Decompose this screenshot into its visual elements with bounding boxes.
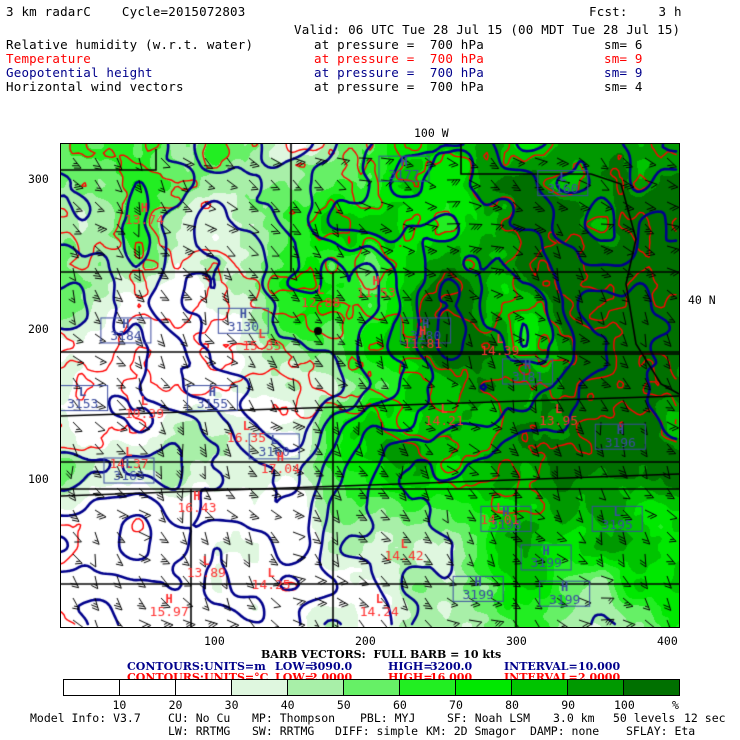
footer-microphysics-scheme: MP: Thompson	[252, 711, 336, 725]
footer-pbl-scheme: PBL: MYJ	[360, 711, 416, 725]
height-contours-prefix: CONTOURS:	[127, 660, 204, 673]
relative-humidity-colorbar	[63, 679, 680, 696]
footer-timestep: 12 sec	[684, 711, 726, 725]
colorbar-unit-label: %	[672, 698, 679, 712]
model-cycle-line: 3 km radarC Cycle=2015072803	[6, 4, 246, 19]
field-pressure-temperature: at pressure = 700 hPa	[314, 51, 484, 66]
colorbar-tick: 60	[392, 698, 407, 712]
field-name-temperature: Temperature	[6, 51, 91, 66]
footer-grid-spacing: 3.0 km	[553, 711, 595, 725]
x-tick-200: 200	[355, 634, 376, 648]
colorbar-tick: 70	[449, 698, 463, 712]
height-contours-interval-value: 10.000	[578, 660, 621, 673]
height-contours-high-value: 3200.0	[430, 660, 473, 673]
field-name-rh: Relative humidity (w.r.t. water)	[6, 37, 254, 52]
x-tick-100: 100	[204, 634, 225, 648]
height-contours-interval-label: INTERVAL=	[504, 660, 578, 673]
x-tick-400: 400	[657, 634, 678, 648]
footer-surface-scheme: SF: Noah LSM	[447, 711, 531, 725]
field-name-wind-vectors: Horizontal wind vectors	[6, 79, 184, 94]
forecast-hour-label: Fcst: 3 h	[589, 4, 682, 19]
map-plot-area	[60, 143, 680, 628]
colorbar-swatch	[176, 680, 232, 695]
footer-eddy-coefficient: KM: 2D Smagor	[426, 724, 517, 738]
field-smoothing-rh: sm= 6	[604, 37, 643, 52]
height-contours-low-label: LOW=	[275, 660, 314, 673]
y-tick-100: 100	[28, 472, 49, 486]
axis-label-top-longitude: 100 W	[414, 126, 449, 140]
colorbar-tick: 100	[614, 698, 635, 712]
colorbar-swatch	[624, 680, 679, 695]
footer-cumulus-scheme: CU: No Cu	[168, 711, 231, 725]
footer-longwave-scheme: LW: RRTMG	[168, 724, 231, 738]
footer-damping-option: DAMP: none	[530, 724, 600, 738]
colorbar-tick: 50	[336, 698, 351, 712]
height-contours-low-value: 3090.0	[310, 660, 353, 673]
x-tick-300: 300	[506, 634, 527, 648]
footer-model-info: Model Info: V3.7	[30, 711, 141, 725]
field-smoothing-geopotential-height: sm= 9	[604, 65, 643, 80]
height-contours-units: UNITS=m	[204, 660, 266, 673]
colorbar-tick: 20	[168, 698, 183, 712]
y-tick-300: 300	[28, 172, 49, 186]
colorbar-swatch	[232, 680, 288, 695]
height-contours-high-label: HIGH=	[388, 660, 433, 673]
colorbar-tick: 40	[280, 698, 295, 712]
colorbar-swatch	[344, 680, 400, 695]
y-tick-200: 200	[28, 322, 49, 336]
colorbar-swatch	[456, 680, 512, 695]
field-smoothing-wind-vectors: sm= 4	[604, 79, 643, 94]
footer-shortwave-scheme: SW: RRTMG	[252, 724, 315, 738]
colorbar-swatch	[400, 680, 456, 695]
footer-diffusion-option: DIFF: simple	[335, 724, 419, 738]
footer-surface-layer-scheme: SFLAY: Eta	[626, 724, 696, 738]
colorbar-swatch	[288, 680, 344, 695]
field-smoothing-temperature: sm= 9	[604, 51, 643, 66]
colorbar-tick: 80	[505, 698, 519, 712]
colorbar-swatch	[120, 680, 176, 695]
field-name-geopotential-height: Geopotential height	[6, 65, 153, 80]
field-pressure-wind-vectors: at pressure = 700 hPa	[314, 79, 484, 94]
colorbar-swatch	[568, 680, 624, 695]
footer-vertical-levels: 50 levels	[613, 711, 676, 725]
field-pressure-geopotential-height: at pressure = 700 hPa	[314, 65, 484, 80]
colorbar-swatch	[512, 680, 568, 695]
contours-and-wind-barbs-overlay	[61, 144, 679, 627]
valid-time-line: Valid: 06 UTC Tue 28 Jul 15 (00 MDT Tue …	[294, 22, 681, 37]
axis-label-right-latitude: 40 N	[688, 293, 716, 307]
field-pressure-rh: at pressure = 700 hPa	[314, 37, 484, 52]
colorbar-tick: 30	[224, 698, 239, 712]
colorbar-swatch	[64, 680, 120, 695]
colorbar-tick: 90	[561, 698, 576, 712]
barb-vectors-legend: BARB VECTORS: FULL BARB = 10 kts	[261, 648, 502, 661]
colorbar-tick: 10	[112, 698, 127, 712]
